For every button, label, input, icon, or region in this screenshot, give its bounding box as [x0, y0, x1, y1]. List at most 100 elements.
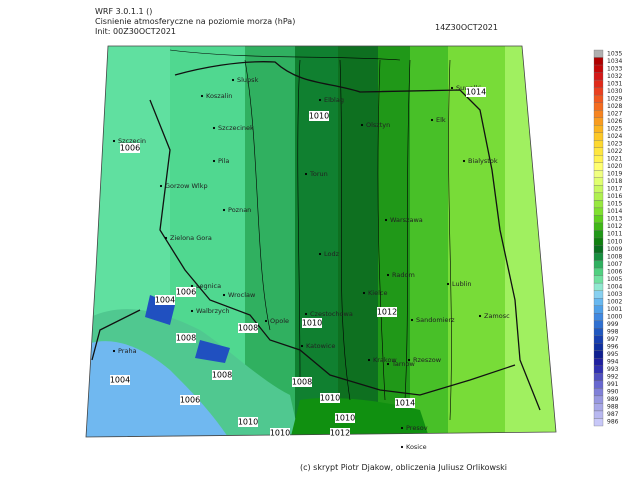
colorbar-label: 1013 — [607, 216, 622, 223]
colorbar-swatch — [593, 365, 604, 374]
colorbar-label: 1003 — [607, 291, 622, 298]
colorbar-swatch — [593, 395, 604, 404]
city-dot — [300, 344, 304, 348]
city-label: Warszawa — [390, 216, 423, 224]
colorbar-swatch — [593, 215, 604, 224]
colorbar-swatch — [593, 388, 604, 397]
colorbar-swatch — [593, 110, 604, 118]
colorbar-label: 998 — [607, 329, 619, 336]
colorbar-swatch — [593, 155, 604, 163]
colorbar-swatch — [593, 298, 604, 306]
colorbar-label: 1010 — [607, 238, 622, 245]
colorbar-label: 1007 — [607, 261, 622, 268]
city-dot — [386, 362, 390, 366]
city-label: Pila — [218, 157, 229, 165]
city-dot — [407, 358, 411, 362]
colorbar-swatch — [593, 230, 604, 239]
colorbar-swatch — [593, 102, 604, 111]
city-dot — [264, 319, 268, 323]
colorbar-swatch — [593, 245, 604, 254]
city-dot — [450, 86, 454, 90]
contour-label: 1010 — [270, 429, 290, 438]
city-label: Sandomierz — [416, 316, 455, 324]
colorbar-swatch — [593, 57, 604, 66]
colorbar-swatch — [593, 132, 604, 141]
city-label: Legnica — [196, 282, 221, 290]
map-frame — [85, 45, 557, 438]
credits: (c) skrypt Piotr Djakow, obliczenia Juli… — [300, 463, 507, 472]
colorbar-swatch — [593, 170, 604, 178]
colorbar-label: 1023 — [607, 141, 622, 148]
city-label: Poznan — [228, 206, 251, 214]
colorbar-label: 989 — [607, 396, 619, 403]
colorbar-label: 994 — [607, 359, 619, 366]
colorbar-label: 1008 — [607, 253, 622, 260]
city-label: Czestochowa — [310, 310, 353, 318]
colorbar-swatch — [593, 275, 604, 284]
contour-label: 1006 — [120, 144, 140, 153]
city-label: Presov — [406, 424, 428, 432]
colorbar-label: 1014 — [607, 208, 622, 215]
city-dot — [410, 318, 414, 322]
colorbar-swatch — [593, 162, 604, 171]
city-dot — [478, 314, 482, 318]
city-dot — [318, 98, 322, 102]
colorbar-label: 1000 — [607, 313, 622, 320]
colorbar-swatch — [593, 94, 604, 103]
colorbar-label: 1006 — [607, 268, 622, 275]
city-label: Opole — [270, 317, 289, 325]
contour-label: 1012 — [330, 429, 350, 438]
city-layer: Slupsk Koszalin Szczecinek Szczecin Gorzow W… — [112, 76, 510, 451]
city-dot — [159, 184, 163, 188]
contour-label-box — [180, 395, 200, 405]
city-dot — [386, 273, 390, 277]
colorbar-label: 990 — [607, 389, 619, 396]
contour-label: 1006 — [176, 288, 196, 297]
colorbar-label: 996 — [607, 344, 619, 351]
colorbar-swatch — [593, 380, 604, 389]
colorbar-label: 1028 — [607, 103, 622, 110]
contour-label: 1012 — [377, 308, 397, 317]
contour-label: 1010 — [335, 414, 355, 423]
colorbar-swatch — [593, 418, 604, 427]
contour-label: 1004 — [155, 296, 175, 305]
colorbar: 1035103410331032103110301029102810271026… — [593, 49, 622, 427]
colorbar-swatch — [593, 313, 604, 321]
city-dot — [222, 293, 226, 297]
colorbar-label: 988 — [607, 404, 619, 411]
city-label: Krakow — [373, 356, 397, 364]
city-dot — [304, 312, 308, 316]
colorbar-label: 1030 — [607, 88, 622, 95]
colorbar-label: 1034 — [607, 58, 622, 65]
colorbar-label: 1022 — [607, 148, 622, 155]
contour-label-box — [292, 377, 312, 387]
city-label: Gorzow Wlkp — [165, 182, 208, 190]
colorbar-label: 1021 — [607, 156, 622, 163]
colorbar-label: 995 — [607, 351, 619, 358]
city-label: Tarnow — [391, 360, 416, 368]
colorbar-swatch — [593, 192, 604, 201]
city-dot — [164, 236, 168, 240]
contour-label-box — [238, 417, 258, 427]
contour-label-box — [238, 323, 258, 333]
city-dot — [360, 123, 364, 127]
colorbar-label: 1001 — [607, 306, 622, 313]
colorbar-label: 1033 — [607, 65, 622, 72]
colorbar-label: 1015 — [607, 201, 622, 208]
colorbar-label: 986 — [607, 419, 619, 426]
colorbar-swatch — [593, 328, 604, 336]
colorbar-swatch — [593, 358, 604, 366]
contour-label-box — [330, 428, 350, 438]
city-label: Lublin — [452, 280, 471, 288]
colorbar-swatch — [593, 185, 604, 194]
colorbar-swatch — [593, 350, 604, 359]
colorbar-label: 1004 — [607, 283, 622, 290]
city-dot — [231, 78, 235, 82]
colorbar-swatch — [593, 252, 604, 261]
city-label: Torun — [309, 170, 328, 178]
city-label: Slupsk — [237, 76, 259, 84]
contour-label: 1014 — [395, 399, 415, 408]
contour-label-box — [110, 375, 130, 385]
colorbar-swatch — [593, 200, 604, 209]
contour-label: 1010 — [309, 112, 329, 121]
